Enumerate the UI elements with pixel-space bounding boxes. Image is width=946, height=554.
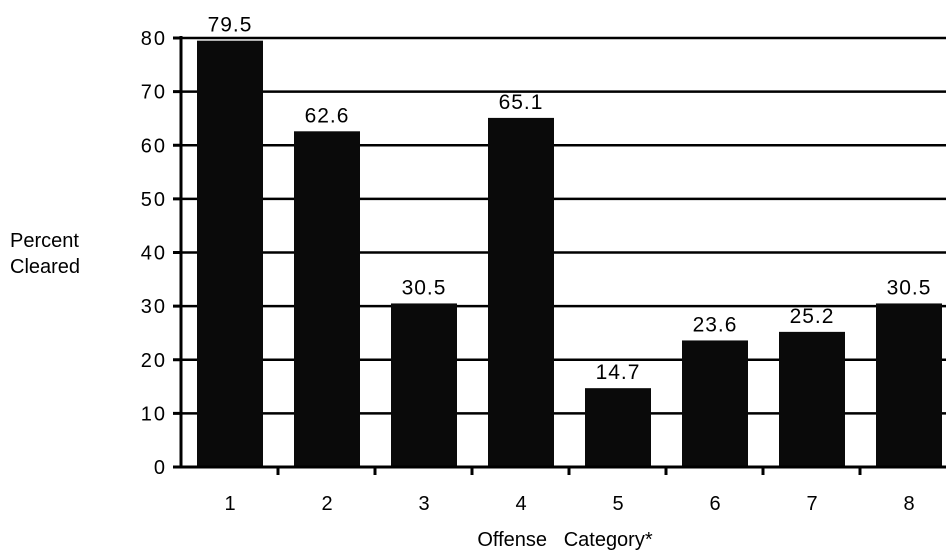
bar-7	[779, 331, 845, 467]
x-tick-label-4: 4	[515, 493, 526, 515]
x-tick-label-6: 6	[709, 493, 720, 515]
bar-2	[294, 131, 360, 467]
data-label-8: 30.5	[887, 276, 932, 299]
x-axis-label: Offense Category*	[477, 529, 653, 551]
x-tick-label-7: 7	[806, 493, 817, 515]
bar-4	[488, 117, 554, 468]
data-label-2: 62.6	[305, 104, 350, 127]
bar-6	[682, 340, 748, 467]
bar-8	[876, 303, 942, 467]
y-tick-label-60: 60	[141, 135, 167, 157]
y-tick-label-40: 40	[141, 243, 167, 265]
x-tick-label-5: 5	[612, 493, 623, 515]
y-axis-label-line1: Percent	[10, 230, 79, 252]
y-axis-label-line2: Cleared	[10, 256, 81, 278]
data-label-6: 23.6	[693, 313, 738, 336]
y-tick-label-20: 20	[141, 350, 167, 372]
bars	[197, 40, 942, 468]
y-tick-label-80: 80	[141, 28, 167, 50]
data-label-5: 14.7	[596, 361, 641, 384]
y-tick-label-10: 10	[141, 403, 167, 425]
y-tick-label-30: 30	[141, 296, 167, 318]
y-tick-label-70: 70	[141, 82, 167, 104]
bar-3	[391, 303, 457, 467]
labels: 79.5 62.6 30.5 65.1 14.7 23.6 25.2 30.5 0 10 20 30 4…	[141, 14, 932, 515]
x-tick-label-2: 2	[321, 493, 332, 515]
y-axis-label: Percent Cleared	[10, 228, 110, 280]
data-label-1: 79.5	[208, 14, 253, 37]
data-label-4: 65.1	[499, 91, 544, 114]
y-tick-label-0: 0	[154, 457, 167, 479]
y-tick-label-50: 50	[141, 189, 167, 211]
x-tick-label-1: 1	[224, 493, 235, 515]
data-label-3: 30.5	[402, 276, 447, 299]
axes	[173, 36, 946, 475]
bar-1	[197, 40, 263, 468]
x-tick-label-3: 3	[418, 493, 429, 515]
data-label-7: 25.2	[790, 305, 835, 328]
x-tick-label-8: 8	[903, 493, 914, 515]
bar-5	[585, 388, 651, 467]
